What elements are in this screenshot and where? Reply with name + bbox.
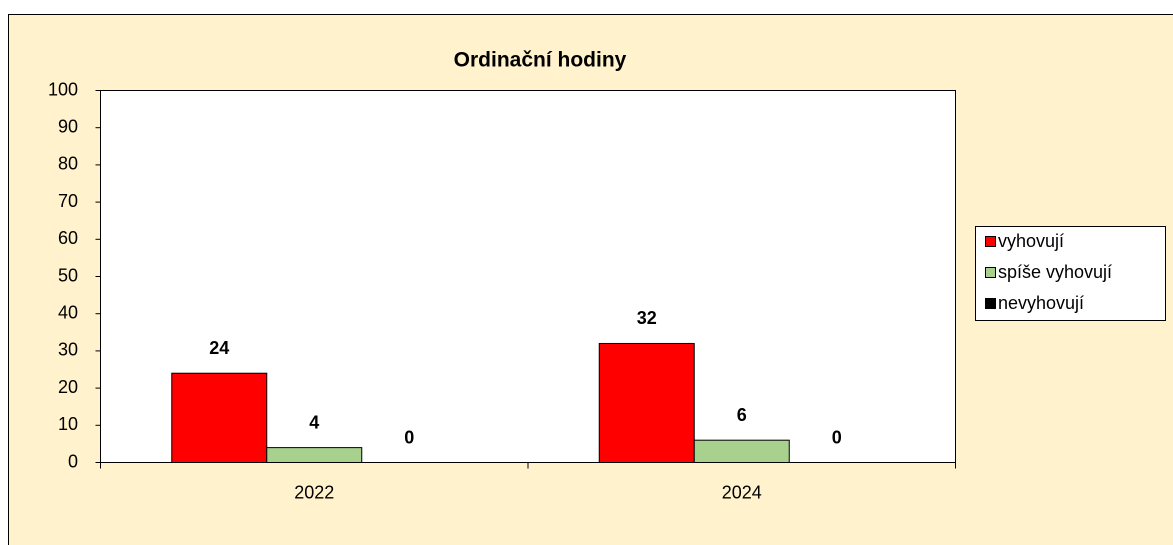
legend-swatch (985, 236, 996, 247)
value-label: 4 (309, 412, 319, 432)
y-tick-label: 100 (48, 79, 78, 99)
bar (693, 439, 790, 463)
y-tick-label: 70 (58, 191, 78, 211)
y-tick-label: 90 (58, 116, 78, 136)
legend-label: nevyhovují (998, 293, 1084, 313)
bar (266, 447, 363, 463)
value-label: 6 (737, 405, 747, 425)
value-label: 32 (637, 308, 657, 328)
y-tick-label: 0 (68, 451, 78, 471)
legend-swatch (985, 298, 996, 309)
legend-swatch (985, 267, 996, 278)
legend (975, 226, 1166, 321)
y-tick-label: 20 (58, 377, 78, 397)
x-tick-label: 2024 (722, 482, 762, 502)
legend-label: spíše vyhovují (998, 262, 1112, 282)
value-label: 0 (404, 427, 414, 447)
value-label: 24 (209, 338, 229, 358)
y-tick-label: 80 (58, 154, 78, 174)
chart-title: Ordinační hodiny (454, 49, 627, 72)
y-tick-label: 50 (58, 265, 78, 285)
bar (171, 372, 268, 463)
y-tick-label: 10 (58, 414, 78, 434)
y-tick-label: 60 (58, 228, 78, 248)
y-tick-label: 40 (58, 302, 78, 322)
legend-label: vyhovují (998, 231, 1064, 251)
y-tick-label: 30 (58, 340, 78, 360)
value-label: 0 (832, 427, 842, 447)
x-tick-label: 2022 (294, 482, 334, 502)
bar (598, 342, 695, 463)
